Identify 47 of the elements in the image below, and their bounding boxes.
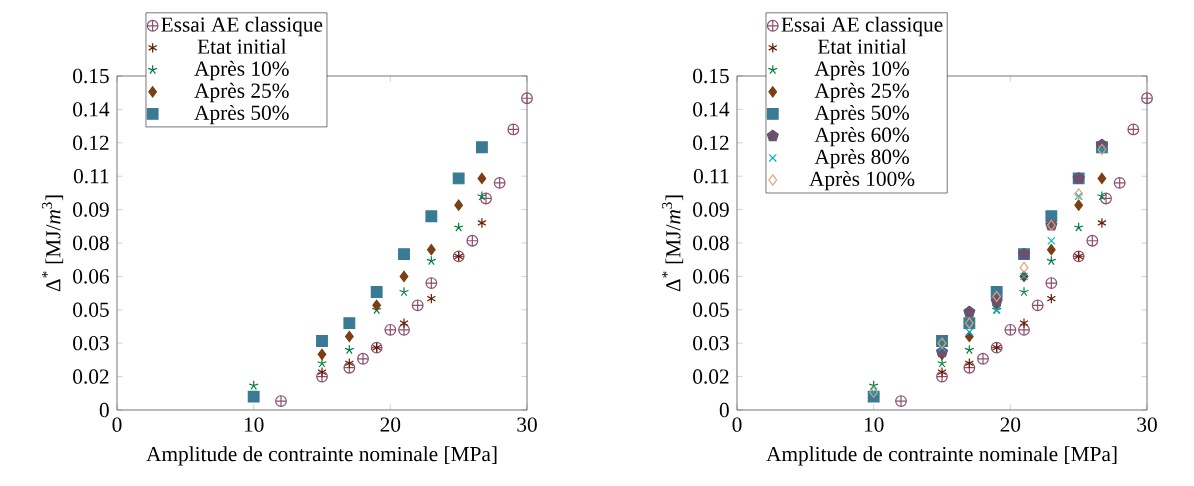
y-tick-label: 0.06 <box>693 269 729 284</box>
legend-label: Etat initial <box>817 38 907 54</box>
y-axis-title: Δ$^{*}$ [MJ/m$^{3}$] <box>662 195 684 292</box>
y-tick-label: 0.12 <box>73 135 109 151</box>
x-tick-label: 30 <box>1137 417 1157 432</box>
y-tick-label: 0.15 <box>73 68 109 84</box>
y-tick-label: 0.02 <box>693 369 729 384</box>
y-tick-label: 0.03 <box>693 335 729 351</box>
legend-label: Après 60% <box>814 126 909 147</box>
y-tick-label: 0.08 <box>693 235 729 251</box>
x-axis-title: Amplitude de contrainte nominale [MPa] <box>766 446 1117 466</box>
y-tick-label: 0.11 <box>73 168 109 184</box>
x-tick-label: 20 <box>380 417 401 432</box>
y-tick-label: 0.02 <box>73 369 109 384</box>
y-axis-title: Δ$^{*}$ [MJ/m$^{3}$] <box>42 195 64 292</box>
y-tick-label: 0.06 <box>73 269 109 284</box>
y-tick-label: 0 <box>99 402 109 418</box>
legend-label: Après 25% <box>814 82 909 103</box>
legend-label: Après 100% <box>809 170 915 191</box>
y-tick-label: 0.03 <box>73 335 109 351</box>
legend-label: Etat initial <box>197 38 287 54</box>
legend-label: Après 10% <box>194 60 289 81</box>
y-tick-label: 0.08 <box>73 235 109 251</box>
x-axis-title: Amplitude de contrainte nominale [MPa] <box>146 446 497 466</box>
y-tick-label: 0.09 <box>693 202 729 217</box>
y-tick-label: 0.15 <box>693 68 729 84</box>
x-tick-label: 20 <box>1000 417 1021 432</box>
x-tick-label: 0 <box>732 417 742 432</box>
y-tick-label: 0.05 <box>693 302 729 318</box>
legend-label: Après 50% <box>194 104 289 125</box>
y-tick-label: 0.14 <box>73 102 110 117</box>
x-tick-label: 10 <box>864 417 884 432</box>
legend-label: Après 80% <box>814 148 909 169</box>
x-tick-label: 0 <box>112 417 122 432</box>
y-tick-label: 0.05 <box>73 302 109 318</box>
legend-label: Après 10% <box>814 60 909 81</box>
legend-label: Essai AE classique <box>781 16 943 37</box>
y-tick-label: 0 <box>719 402 729 418</box>
y-tick-label: 0.09 <box>73 202 109 217</box>
x-tick-label: 30 <box>517 417 537 432</box>
y-tick-label: 0.12 <box>693 135 729 151</box>
y-tick-label: 0.11 <box>693 168 729 184</box>
legend-label: Après 25% <box>194 82 289 103</box>
y-tick-label: 0.14 <box>693 102 730 117</box>
x-tick-label: 10 <box>244 417 264 432</box>
legend-label: Après 50% <box>814 104 909 125</box>
legend-label: Essai AE classique <box>161 16 323 37</box>
